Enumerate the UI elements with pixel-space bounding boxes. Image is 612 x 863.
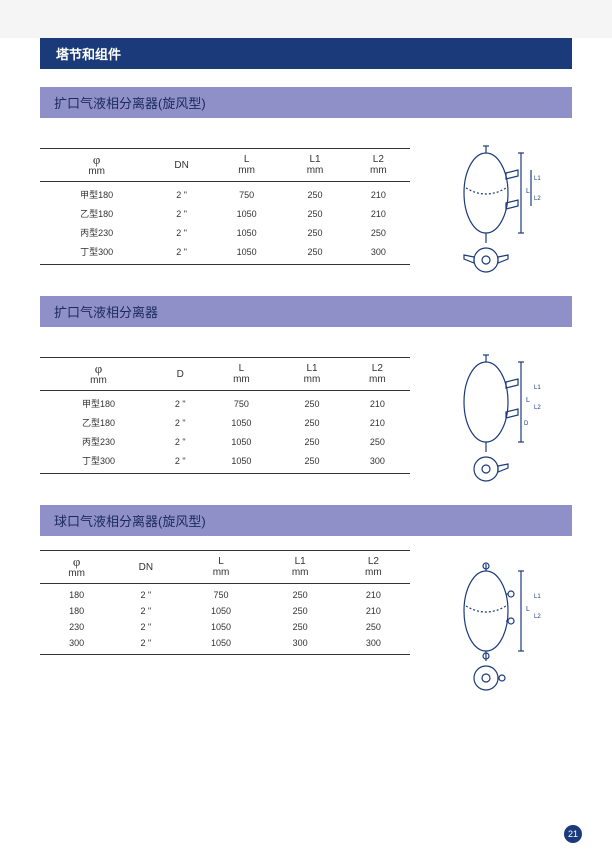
section-title-1: 扩口气液相分离器(旋风型) [40, 87, 572, 118]
svg-text:L2: L2 [534, 196, 541, 202]
col-l1: L1mm [279, 358, 344, 391]
table-row: 2302 "1050250250 [40, 619, 410, 635]
col-l1: L1mm [283, 149, 346, 182]
table-row: 乙型1802 "1050250210 [40, 413, 410, 432]
col-dn: DN [113, 551, 178, 584]
svg-text:L: L [526, 606, 530, 613]
table-2: φmm D Lmm L1mm L2mm 甲型1802 "750250210 乙型… [40, 357, 410, 474]
table-row: 丙型2302 "1050250250 [40, 223, 410, 242]
table-row: 3002 "1050300300 [40, 635, 410, 655]
section-block-2: φmm D Lmm L1mm L2mm 甲型1802 "750250210 乙型… [40, 327, 572, 487]
section-title-3: 球口气液相分离器(旋风型) [40, 505, 572, 536]
section-block-3: φmm DN Lmm L1mm L2mm 1802 "750250210 180… [40, 536, 572, 696]
svg-text:L: L [526, 188, 530, 195]
diagram-3: L L1 L2 [410, 536, 572, 696]
table-3-body: 1802 "750250210 1802 "1050250210 2302 "1… [40, 584, 410, 655]
table-1: φmm DN Lmm L1mm L2mm 甲型1802 "750250210 乙… [40, 148, 410, 265]
svg-text:L: L [526, 397, 530, 404]
svg-text:L1: L1 [534, 594, 541, 600]
table-2-body: 甲型1802 "750250210 乙型1802 "1050250210 丙型2… [40, 391, 410, 474]
diagram-1: L L1 L2 [410, 118, 572, 278]
table-row: 甲型1802 "750250210 [40, 391, 410, 414]
svg-text:L1: L1 [534, 176, 541, 182]
table-row: 1802 "1050250210 [40, 603, 410, 619]
col-l2: L2mm [345, 358, 410, 391]
col-l1: L1mm [264, 551, 337, 584]
svg-text:L2: L2 [534, 405, 541, 411]
col-phi: φmm [40, 149, 153, 182]
section-block-1: φmm DN Lmm L1mm L2mm 甲型1802 "750250210 乙… [40, 118, 572, 278]
table-1-body: 甲型1802 "750250210 乙型1802 "1050250210 丙型2… [40, 182, 410, 265]
page-header: 塔节和组件 [40, 38, 572, 69]
col-l: Lmm [203, 358, 279, 391]
page-number: 21 [564, 825, 582, 843]
section-title-2: 扩口气液相分离器 [40, 296, 572, 327]
col-l2: L2mm [347, 149, 410, 182]
svg-text:L2: L2 [534, 614, 541, 620]
table-row: 甲型1802 "750250210 [40, 182, 410, 205]
col-phi: φmm [40, 358, 157, 391]
table-row: 丁型3002 "1050250300 [40, 451, 410, 474]
col-d: D [157, 358, 203, 391]
svg-text:D: D [524, 421, 529, 427]
table-row: 丁型3002 "1050250300 [40, 242, 410, 265]
col-dn: DN [153, 149, 209, 182]
svg-text:L1: L1 [534, 385, 541, 391]
diagram-2: L L1 L2 D [410, 327, 572, 487]
col-l: Lmm [210, 149, 284, 182]
table-3: φmm DN Lmm L1mm L2mm 1802 "750250210 180… [40, 550, 410, 655]
col-l2: L2mm [337, 551, 410, 584]
col-l: Lmm [179, 551, 264, 584]
table-row: 乙型1802 "1050250210 [40, 204, 410, 223]
col-phi: φmm [40, 551, 113, 584]
table-row: 丙型2302 "1050250250 [40, 432, 410, 451]
table-row: 1802 "750250210 [40, 584, 410, 604]
